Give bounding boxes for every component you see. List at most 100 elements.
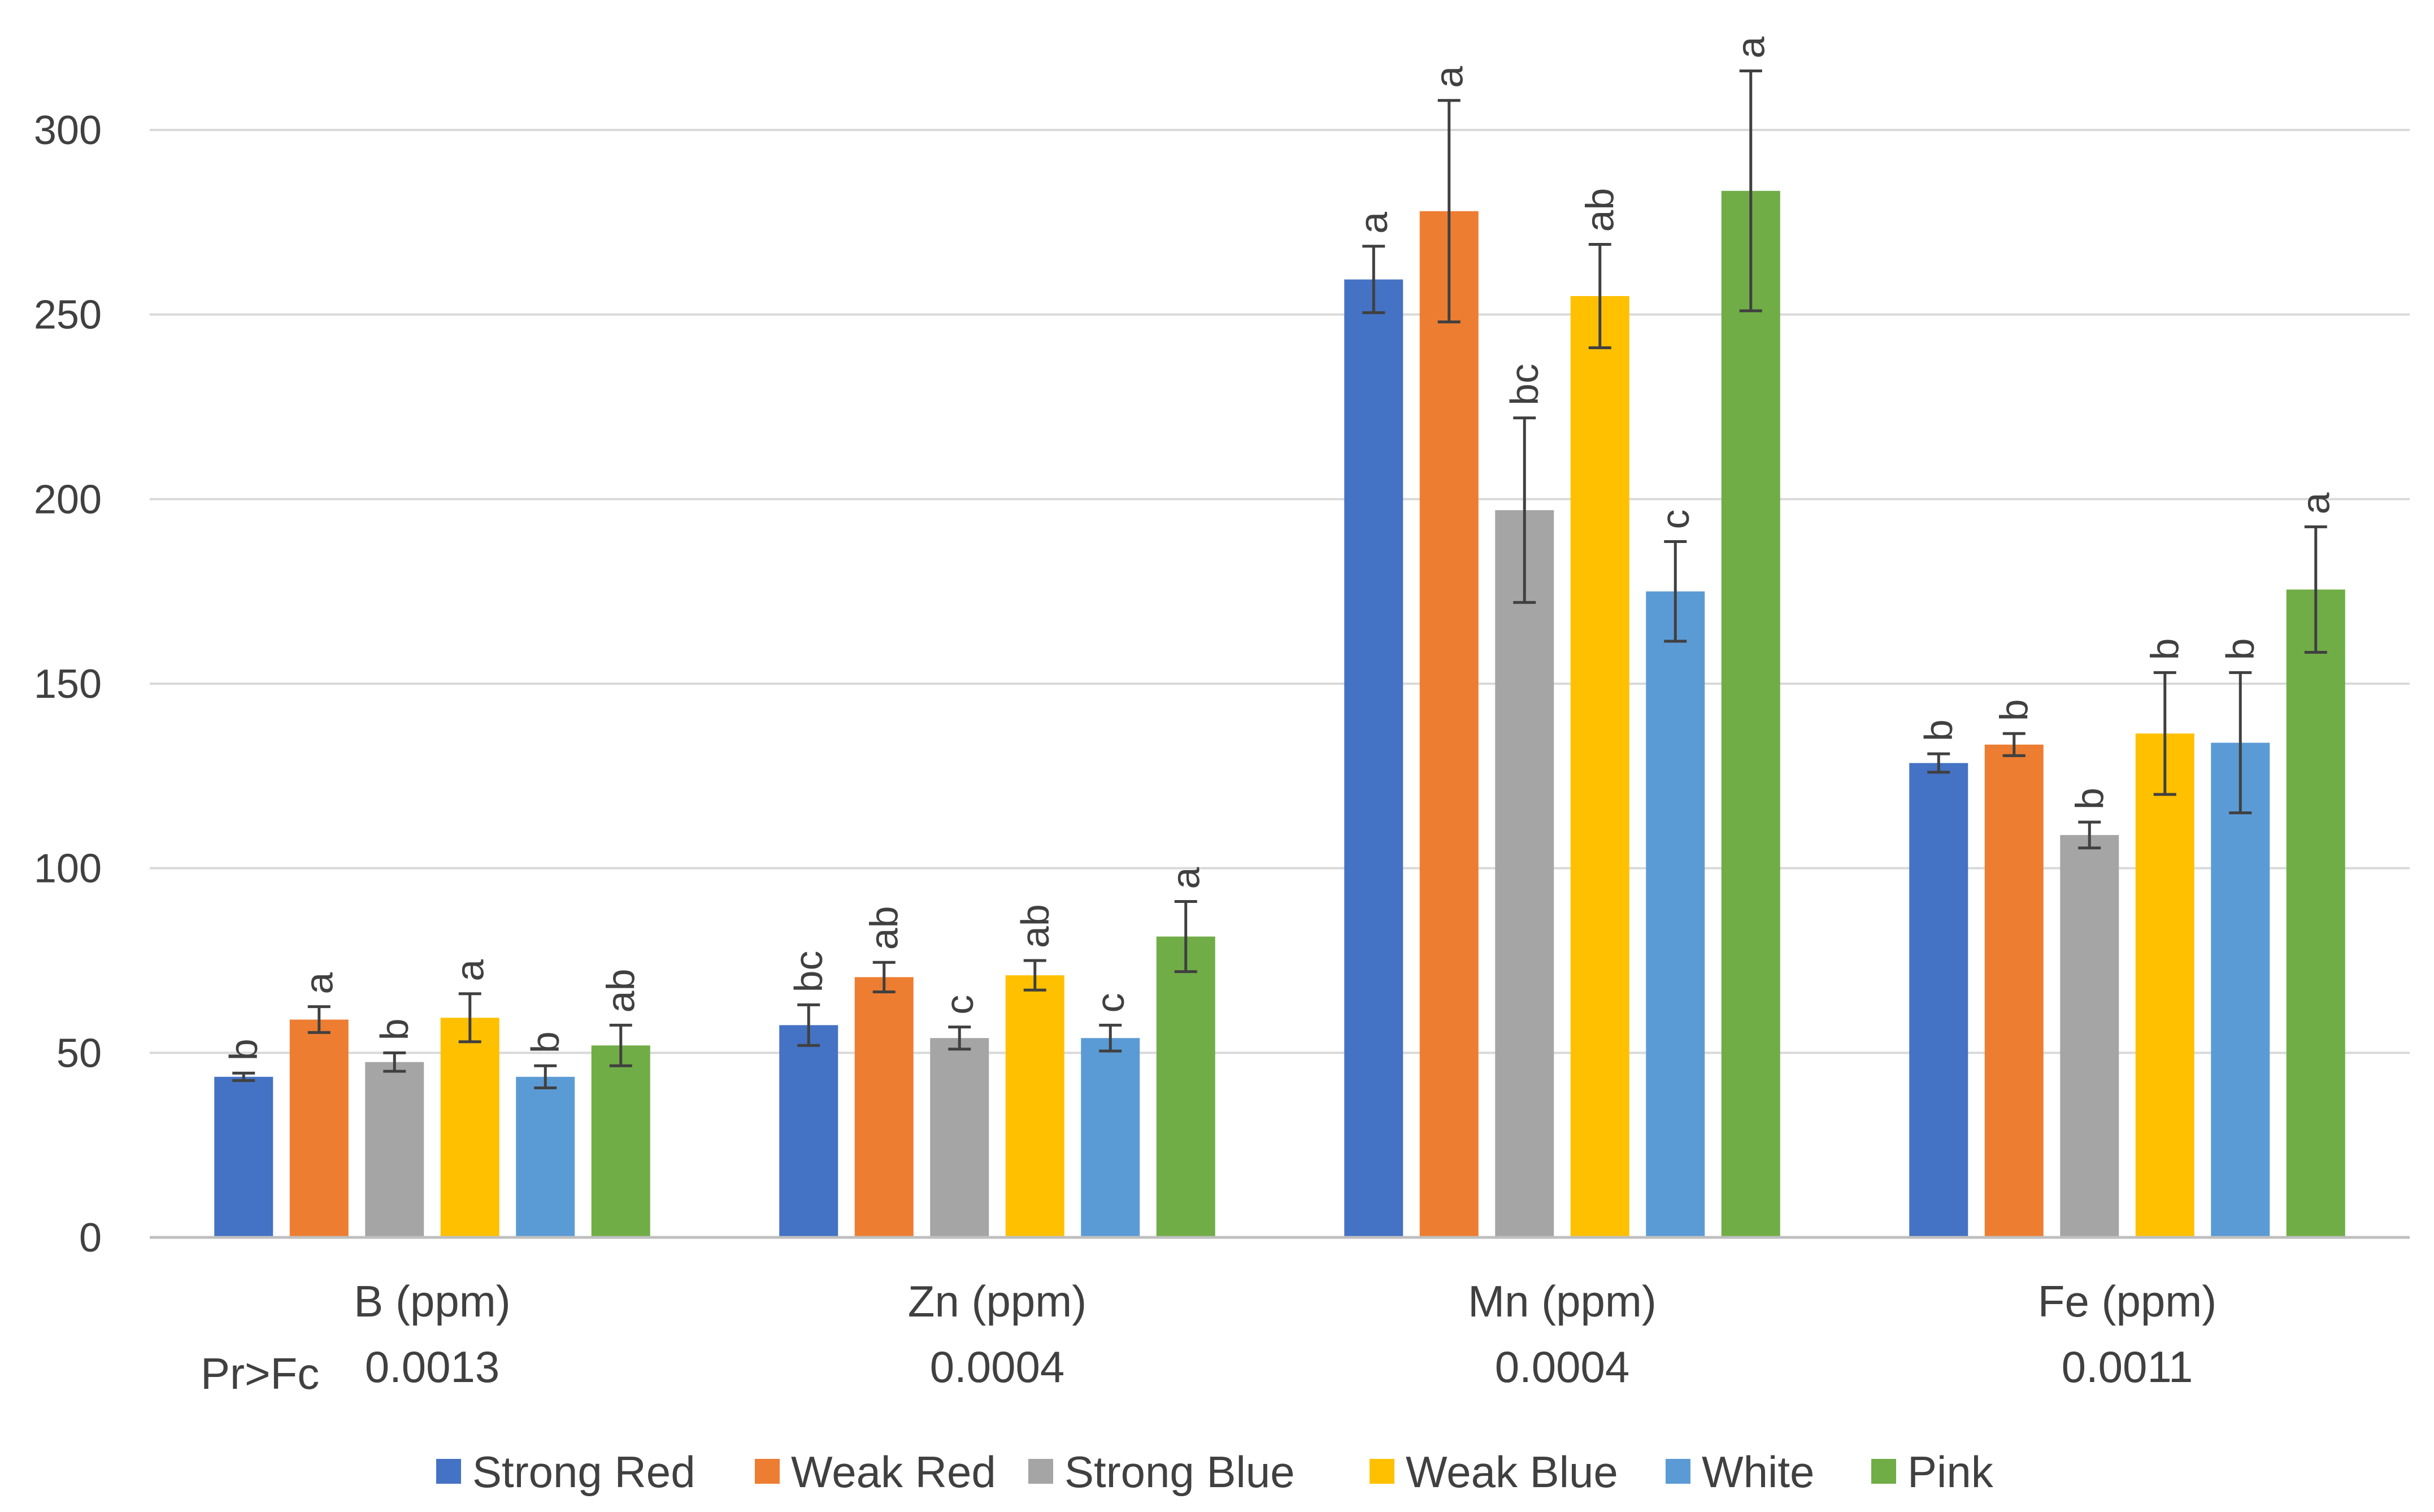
bar	[1721, 190, 1780, 1237]
significance-letter: ab	[1013, 904, 1057, 948]
p-value: 0.0004	[1495, 1342, 1630, 1392]
significance-letter: ab	[1578, 188, 1622, 232]
significance-letter: b	[372, 1018, 416, 1040]
bar	[591, 1045, 650, 1237]
bar	[1570, 296, 1629, 1237]
significance-letter: ab	[862, 906, 906, 950]
y-tick-label: 250	[34, 293, 102, 338]
error-bar	[1588, 243, 1611, 349]
error-bar	[458, 992, 481, 1044]
bar	[854, 977, 914, 1237]
significance-letter: b	[523, 1031, 567, 1053]
bar	[1419, 211, 1479, 1237]
legend-item: Pink	[1871, 1447, 1994, 1497]
y-axis-ticks: 0 50 100 150 200 250 300	[34, 108, 102, 1261]
legend-label: Weak Blue	[1406, 1447, 1618, 1497]
significance-letter: bc	[1502, 364, 1546, 406]
legend-item: White	[1666, 1447, 1814, 1497]
legend-item: Strong Red	[436, 1447, 696, 1497]
legend-label: Strong Blue	[1064, 1447, 1295, 1497]
error-bar	[948, 1026, 971, 1051]
legend-swatch	[1028, 1459, 1053, 1484]
significance-letter: b	[221, 1039, 266, 1061]
significance-letter: a	[1164, 867, 1208, 889]
bar	[1344, 279, 1403, 1238]
error-bar	[797, 1003, 820, 1047]
bar	[1495, 510, 1554, 1237]
error-bar	[2304, 525, 2327, 654]
y-tick-label: 300	[34, 108, 102, 153]
significance-letter: b	[1992, 699, 2036, 721]
significance-letter: bc	[786, 950, 831, 992]
significance-letter: ab	[599, 968, 643, 1013]
legend-item: Weak Red	[755, 1447, 996, 1497]
legend-label: White	[1702, 1447, 1814, 1497]
p-value: 0.0011	[2062, 1342, 2193, 1392]
bar	[1984, 744, 2044, 1237]
error-bar	[2229, 671, 2252, 815]
significance-letter: a	[2294, 492, 2338, 514]
legend-item: Weak Blue	[1370, 1447, 1618, 1497]
bar	[516, 1076, 575, 1237]
y-tick-label: 100	[34, 846, 102, 892]
significance-letter: b	[2218, 638, 2262, 660]
error-bars	[232, 69, 2327, 1089]
y-tick-label: 0	[79, 1215, 102, 1261]
bar	[289, 1019, 349, 1237]
error-bar	[2078, 820, 2101, 850]
error-bar	[1927, 752, 1950, 774]
bar	[440, 1018, 499, 1237]
significance-letter: a	[1427, 66, 1471, 88]
error-bar	[1739, 69, 1762, 312]
significance-letter: c	[1653, 509, 1697, 529]
error-bar	[1437, 99, 1461, 324]
legend-label: Pink	[1907, 1447, 1994, 1497]
error-bar	[534, 1064, 557, 1089]
bar	[930, 1038, 989, 1237]
error-bar	[1362, 245, 1385, 314]
category-labels: B (ppm) 0.0013 Zn (ppm) 0.0004 Mn (ppm) 0.000…	[354, 1276, 2216, 1392]
bar	[1909, 763, 1968, 1237]
error-bar	[232, 1071, 255, 1082]
legend-swatch	[436, 1459, 461, 1484]
error-bar	[1174, 900, 1197, 974]
legend-swatch	[755, 1459, 780, 1484]
error-bar	[307, 1005, 331, 1034]
legend-item: Strong Blue	[1028, 1447, 1295, 1497]
significance-letter: b	[2067, 788, 2111, 810]
error-bar	[872, 961, 896, 994]
legend-swatch	[1871, 1459, 1896, 1484]
legend-label: Strong Red	[472, 1447, 696, 1497]
error-bar	[1513, 416, 1536, 604]
y-tick-label: 200	[34, 477, 102, 522]
significance-letter: a	[1729, 36, 1773, 58]
bar	[1156, 936, 1215, 1237]
p-value: 0.0013	[365, 1342, 500, 1392]
significance-letter: a	[448, 959, 492, 981]
error-bar	[1664, 540, 1687, 643]
bar	[1646, 591, 1705, 1237]
legend-label: Weak Red	[791, 1447, 996, 1497]
error-bar	[609, 1023, 632, 1067]
significance-letter: c	[937, 995, 981, 1015]
error-bar	[2002, 732, 2026, 757]
p-value: 0.0004	[930, 1342, 1065, 1392]
y-tick-label: 50	[56, 1031, 102, 1076]
error-bar	[1099, 1023, 1122, 1053]
bar	[2135, 733, 2194, 1237]
error-bar	[2153, 671, 2176, 796]
error-bar	[1023, 959, 1046, 992]
p-value-heading: Pr>Fc	[201, 1349, 319, 1398]
error-bar	[383, 1051, 406, 1073]
bar	[365, 1062, 424, 1237]
legend: Strong Red Weak Red Strong Blue Weak Blue Wh…	[436, 1447, 1994, 1497]
legend-swatch	[1370, 1459, 1394, 1484]
bars	[214, 190, 2345, 1238]
significance-letter: b	[1916, 719, 1961, 741]
y-tick-label: 150	[34, 662, 102, 707]
legend-swatch	[1666, 1459, 1690, 1484]
category-label: Fe (ppm)	[2038, 1276, 2216, 1326]
bar	[1005, 975, 1064, 1237]
